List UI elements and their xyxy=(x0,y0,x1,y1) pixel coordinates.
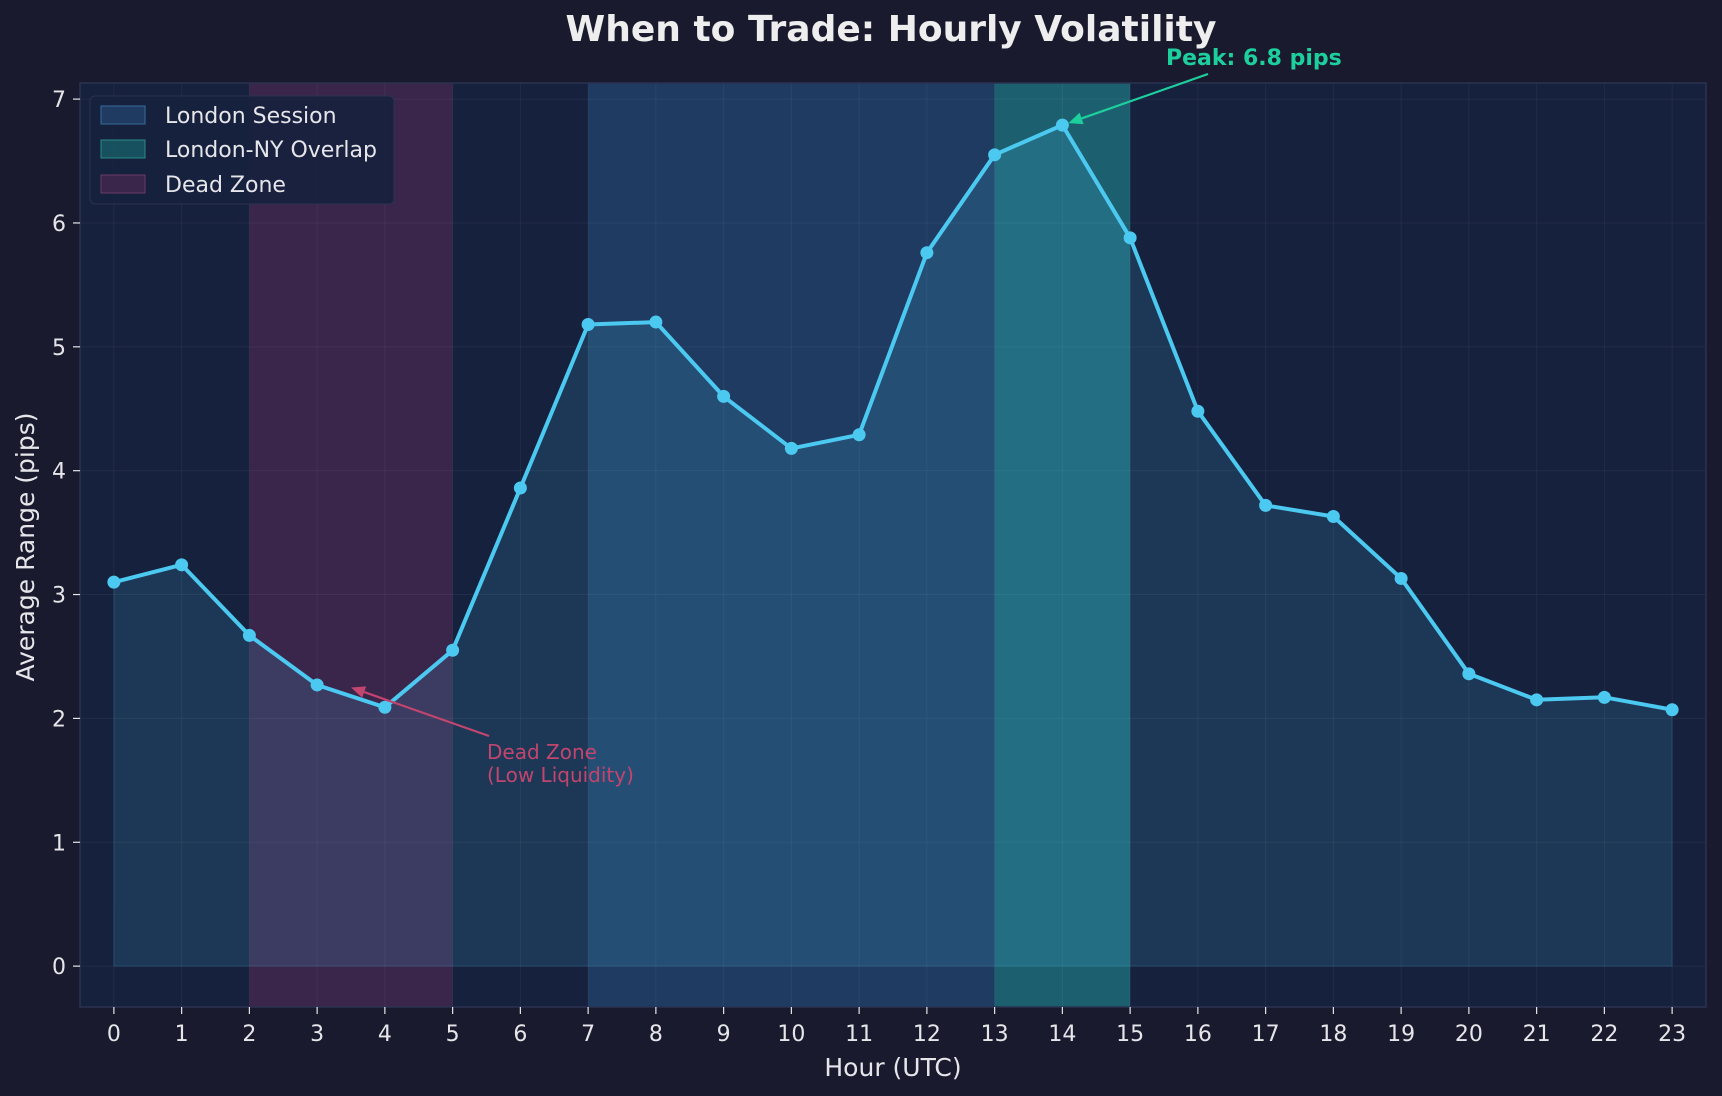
y-axis-label: Average Range (pips) xyxy=(11,412,40,681)
y-tick-label: 7 xyxy=(52,88,66,113)
grid xyxy=(80,83,1706,1007)
x-tick-label: 19 xyxy=(1387,1022,1415,1047)
dead-zone-annotation-line2: (Low Liquidity) xyxy=(487,763,634,787)
x-tick-label: 1 xyxy=(175,1022,189,1047)
y-tick-label: 0 xyxy=(52,955,66,980)
data-point xyxy=(1123,231,1137,245)
chart-title: When to Trade: Hourly Volatility xyxy=(566,9,1217,50)
peak-arrowhead xyxy=(1068,112,1084,125)
legend-swatch-london xyxy=(100,105,146,125)
x-tick-label: 5 xyxy=(446,1022,460,1047)
data-point xyxy=(1597,690,1611,704)
x-axis-label: Hour (UTC) xyxy=(824,1053,961,1082)
x-tick-label: 13 xyxy=(981,1022,1009,1047)
data-point xyxy=(107,575,121,589)
x-tick-label: 2 xyxy=(242,1022,256,1047)
x-tick-label: 0 xyxy=(107,1022,121,1047)
y-tick-label: 3 xyxy=(52,584,66,609)
data-point xyxy=(717,389,731,403)
x-tick-label: 22 xyxy=(1590,1022,1618,1047)
x-tick-label: 9 xyxy=(717,1022,731,1047)
data-points xyxy=(107,118,1679,717)
data-point xyxy=(175,558,189,572)
data-point xyxy=(1394,571,1408,585)
x-tick-label: 11 xyxy=(845,1022,873,1047)
legend-box xyxy=(89,95,395,205)
data-point xyxy=(242,628,256,642)
plot-frame xyxy=(79,82,1707,1008)
series-line xyxy=(111,123,1675,712)
y-axis-ticks: 0 1 2 3 4 5 6 7 xyxy=(52,88,80,980)
x-tick-label: 6 xyxy=(513,1022,527,1047)
data-point xyxy=(1665,703,1679,717)
data-point xyxy=(1462,667,1476,681)
dead-zone-annotation-line1: Dead Zone xyxy=(487,740,597,764)
data-point xyxy=(852,428,866,442)
x-tick-label: 16 xyxy=(1184,1022,1212,1047)
data-point xyxy=(1259,498,1273,512)
legend-label-london: London Session xyxy=(165,104,337,129)
y-tick-label: 6 xyxy=(52,212,66,237)
legend: London Session London-NY Overlap Dead Zo… xyxy=(89,95,395,205)
data-point xyxy=(1530,693,1544,707)
data-point xyxy=(1326,510,1340,524)
dead-zone-arrowhead xyxy=(351,686,367,698)
x-tick-label: 4 xyxy=(378,1022,392,1047)
x-tick-label: 8 xyxy=(649,1022,663,1047)
x-axis-ticks: 0 1 2 3 4 5 6 7 8 9 10 11 12 13 14 15 16 17 18 19 20 21 22 23 xyxy=(107,1007,1686,1047)
x-tick-label: 7 xyxy=(581,1022,595,1047)
session-bands xyxy=(249,83,1131,1007)
legend-swatch-overlap xyxy=(100,139,146,159)
y-tick-label: 1 xyxy=(52,831,66,856)
legend-label-overlap: London-NY Overlap xyxy=(165,138,377,163)
peak-arrow xyxy=(1081,72,1209,120)
band-dead-zone xyxy=(249,83,453,1007)
peak-annotation: Peak: 6.8 pips xyxy=(1166,46,1342,71)
data-point xyxy=(1191,404,1205,418)
x-tick-label: 10 xyxy=(777,1022,805,1047)
data-point xyxy=(784,441,798,455)
y-tick-label: 2 xyxy=(52,707,66,732)
data-point xyxy=(446,643,460,657)
data-point xyxy=(920,246,934,260)
x-tick-label: 14 xyxy=(1048,1022,1076,1047)
data-point xyxy=(310,678,324,692)
legend-swatch-dead-zone xyxy=(100,174,146,194)
band-london-ny-overlap xyxy=(994,83,1131,1007)
x-tick-label: 20 xyxy=(1455,1022,1483,1047)
x-tick-label: 15 xyxy=(1116,1022,1144,1047)
x-tick-label: 3 xyxy=(310,1022,324,1047)
data-point xyxy=(513,481,527,495)
data-point xyxy=(378,700,392,714)
data-point xyxy=(1055,118,1069,132)
data-point xyxy=(581,318,595,332)
data-point xyxy=(649,315,663,329)
x-tick-label: 18 xyxy=(1319,1022,1347,1047)
data-point xyxy=(988,148,1002,162)
legend-label-dead-zone: Dead Zone xyxy=(165,173,286,198)
x-tick-label: 12 xyxy=(913,1022,941,1047)
y-tick-label: 4 xyxy=(52,460,66,485)
dead-zone-arrow xyxy=(363,691,490,738)
y-tick-label: 5 xyxy=(52,336,66,361)
x-tick-label: 21 xyxy=(1523,1022,1551,1047)
annotations: Peak: 6.8 pips Dead Zone (Low Liquidity) xyxy=(351,46,1342,787)
x-tick-label: 17 xyxy=(1252,1022,1280,1047)
series-path xyxy=(111,123,1675,712)
x-tick-label: 23 xyxy=(1658,1022,1686,1047)
